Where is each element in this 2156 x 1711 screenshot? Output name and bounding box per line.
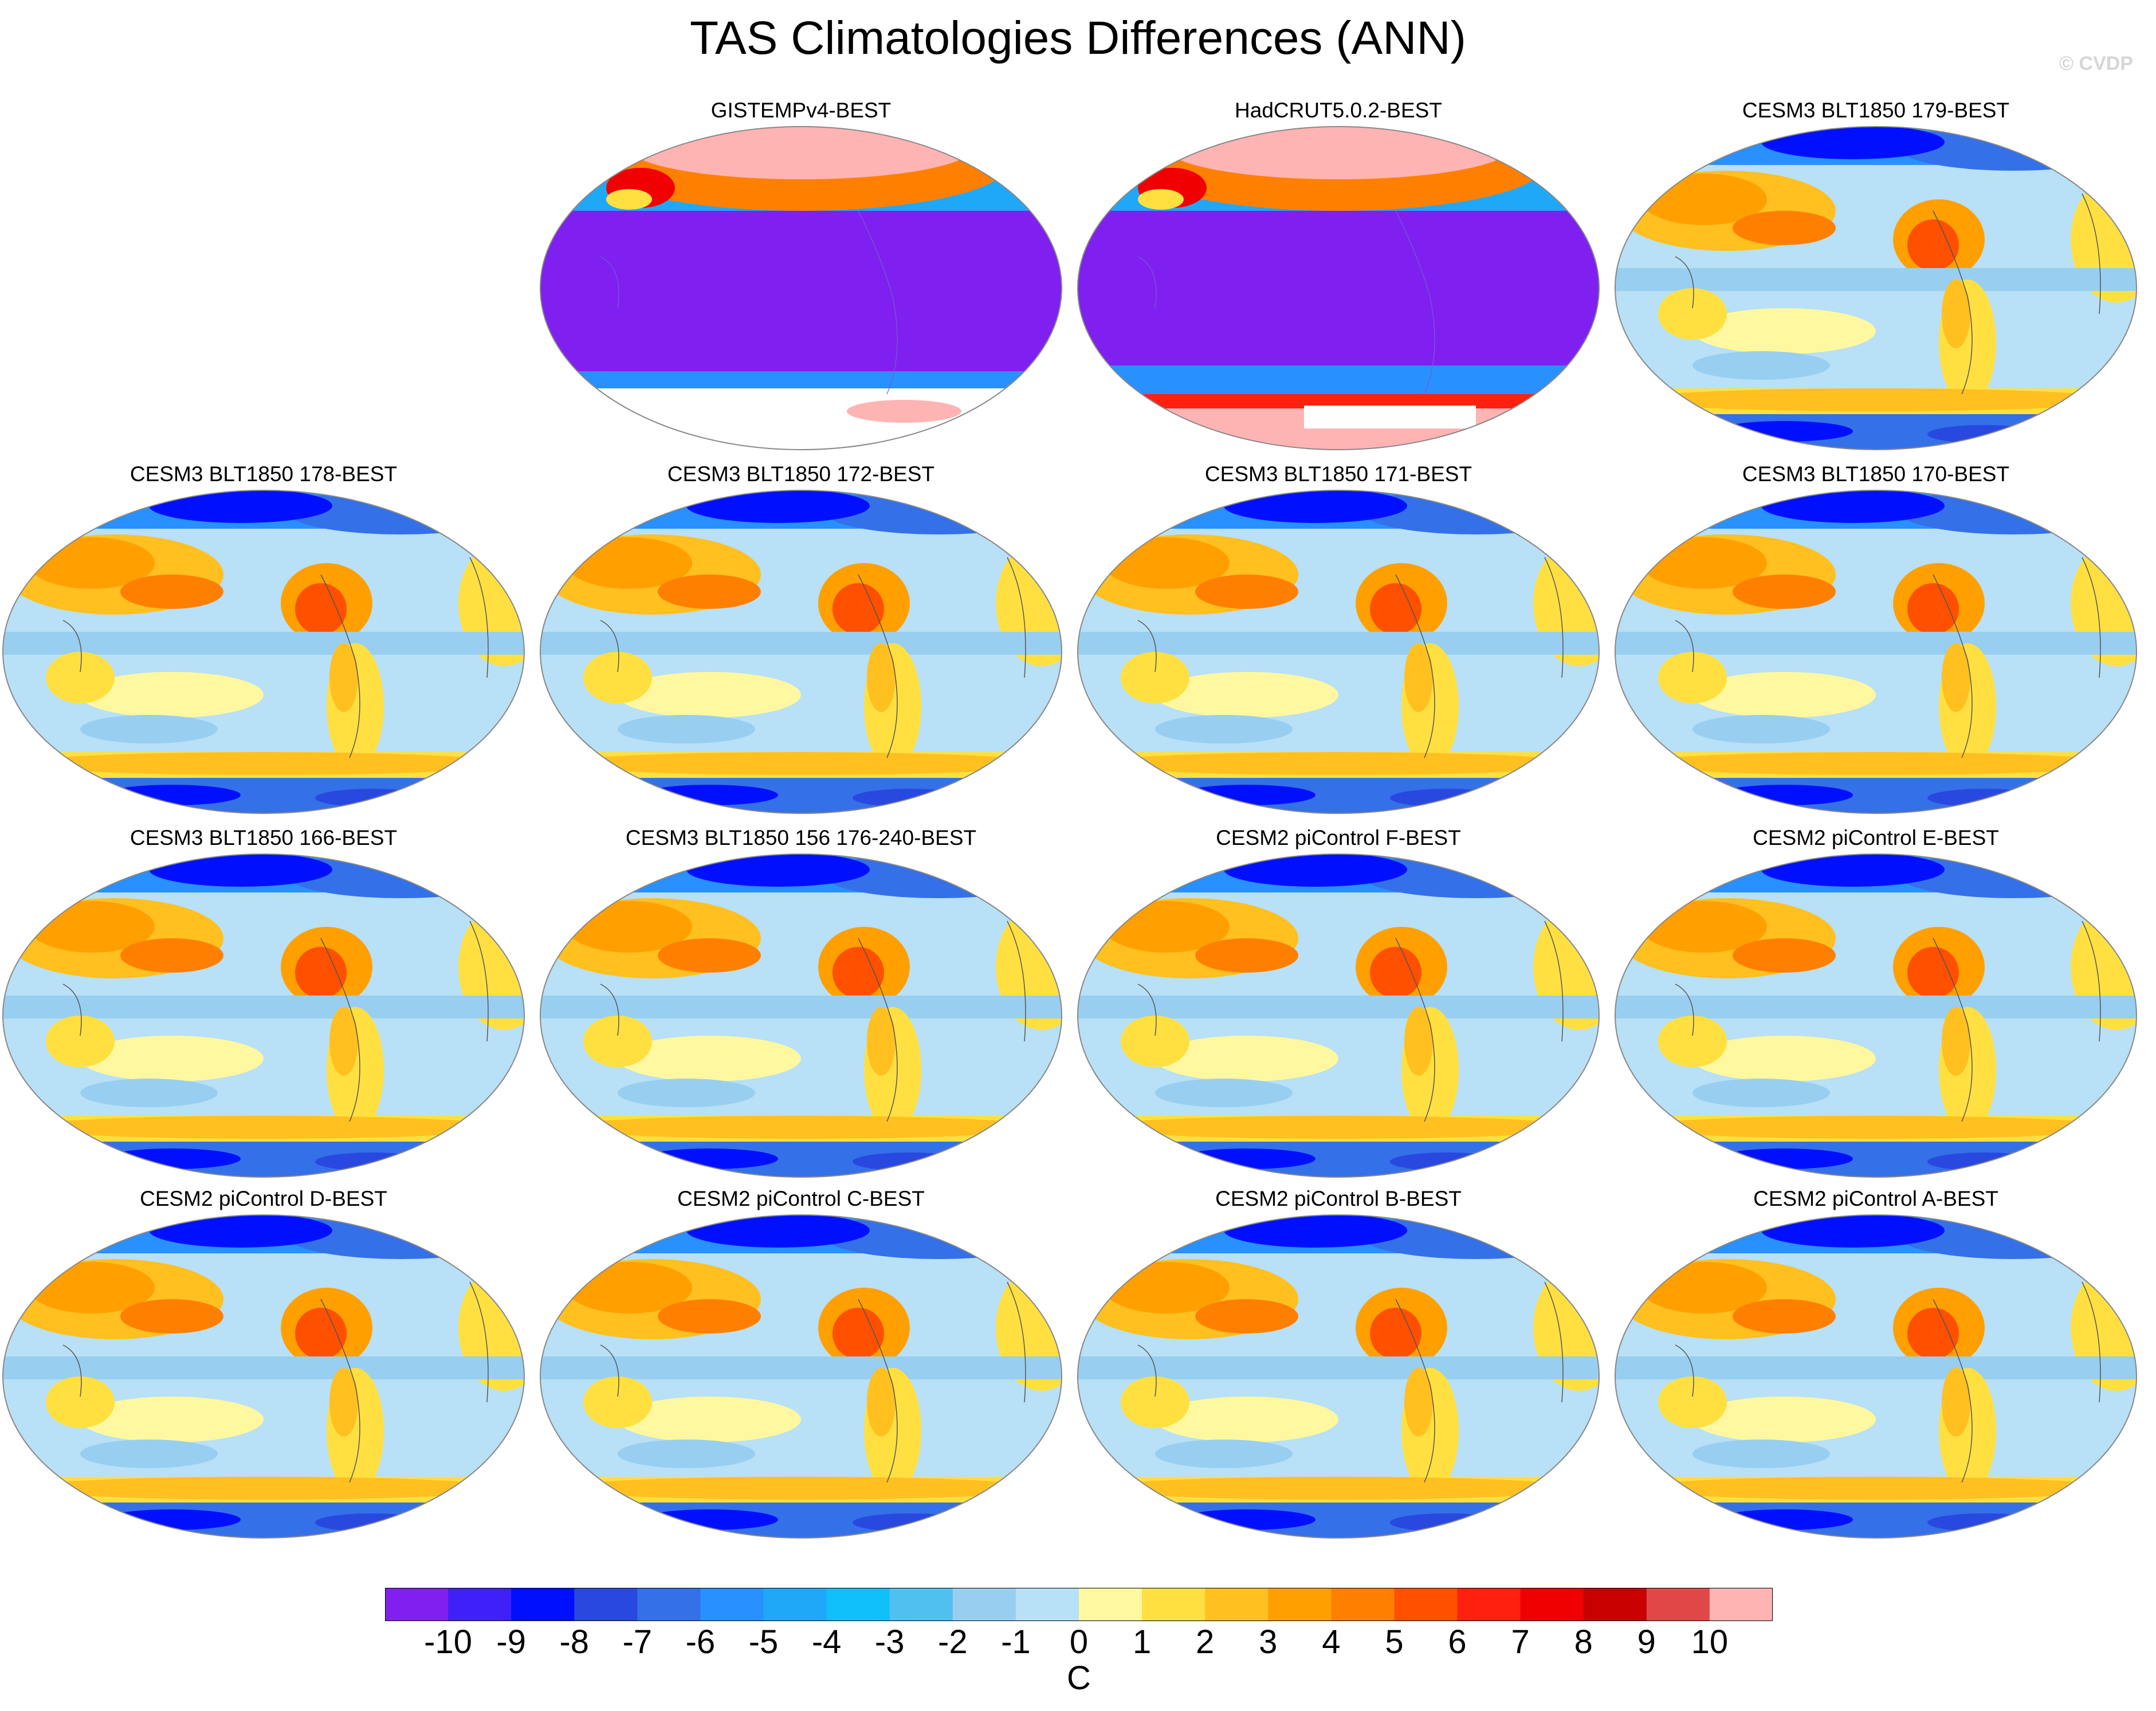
map-panel: CESM3 BLT1850 156 176-240-BEST bbox=[537, 825, 1065, 1180]
colorbar-tick-label: -9 bbox=[496, 1623, 526, 1661]
colorbar-swatch bbox=[700, 1588, 764, 1621]
colorbar-tick-label: 9 bbox=[1637, 1623, 1656, 1661]
colorbar-tick-label: 0 bbox=[1069, 1623, 1089, 1661]
colorbar-swatch bbox=[511, 1588, 575, 1621]
panel-title: CESM2 piControl E-BEST bbox=[1753, 826, 1999, 849]
colorbar-tick-label: 1 bbox=[1132, 1623, 1152, 1661]
colorbar-tick-label: 10 bbox=[1691, 1623, 1729, 1661]
map-panel: CESM2 piControl D-BEST bbox=[0, 1186, 527, 1541]
panel-title: CESM2 piControl A-BEST bbox=[1753, 1187, 1998, 1210]
colorbar-swatch bbox=[889, 1588, 953, 1621]
panel-title: CESM2 piControl C-BEST bbox=[677, 1187, 925, 1210]
colorbar-swatch bbox=[637, 1588, 701, 1621]
colorbar-tick-label: -7 bbox=[622, 1623, 653, 1661]
colorbar bbox=[385, 1588, 1773, 1621]
colorbar-swatch bbox=[763, 1588, 827, 1621]
colorbar-swatch bbox=[1142, 1588, 1205, 1621]
colorbar-swatch bbox=[1268, 1588, 1332, 1621]
panel-title: CESM3 BLT1850 156 176-240-BEST bbox=[625, 826, 977, 849]
panel-title: GISTEMPv4-BEST bbox=[710, 99, 892, 122]
colorbar-swatch bbox=[385, 1588, 449, 1621]
colorbar-swatch bbox=[1646, 1588, 1710, 1621]
world-map bbox=[1077, 490, 1600, 814]
colorbar-tick-label: 6 bbox=[1448, 1623, 1467, 1661]
colorbar-swatch bbox=[448, 1588, 512, 1621]
colorbar-tick-label: -4 bbox=[811, 1623, 842, 1661]
colorbar-tick-label: 5 bbox=[1385, 1623, 1404, 1661]
map-panel: CESM3 BLT1850 171-BEST bbox=[1075, 461, 1602, 816]
panel-title: CESM2 piControl F-BEST bbox=[1216, 826, 1461, 849]
colorbar-swatch bbox=[1520, 1588, 1584, 1621]
colorbar-swatch bbox=[1394, 1588, 1458, 1621]
world-map bbox=[1615, 853, 2137, 1178]
colorbar-tick-label: -2 bbox=[938, 1623, 968, 1661]
panel-title: CESM3 BLT1850 171-BEST bbox=[1204, 462, 1472, 486]
panel-title: CESM3 BLT1850 179-BEST bbox=[1742, 99, 2010, 122]
panel-title: CESM2 piControl D-BEST bbox=[140, 1187, 387, 1210]
map-panel: CESM2 piControl A-BEST bbox=[1612, 1186, 2139, 1541]
world-map bbox=[1077, 853, 1600, 1178]
world-map bbox=[2, 853, 525, 1178]
colorbar-tick-label: 3 bbox=[1259, 1623, 1278, 1661]
colorbar-swatch bbox=[1331, 1588, 1395, 1621]
panel-title: CESM3 BLT1850 166-BEST bbox=[129, 826, 398, 849]
colorbar-swatch bbox=[574, 1588, 638, 1621]
map-panel: CESM2 piControl E-BEST bbox=[1612, 825, 2139, 1180]
colorbar-tick-label: -6 bbox=[685, 1623, 716, 1661]
colorbar-swatch bbox=[1583, 1588, 1647, 1621]
colorbar-swatch bbox=[1205, 1588, 1269, 1621]
colorbar-tick-label: 2 bbox=[1196, 1623, 1215, 1661]
watermark: © CVDP bbox=[2059, 53, 2133, 74]
map-panel: CESM2 piControl C-BEST bbox=[537, 1186, 1065, 1541]
map-panel: CESM2 piControl B-BEST bbox=[1075, 1186, 1602, 1541]
colorbar-swatch bbox=[1709, 1588, 1773, 1621]
map-panel: CESM3 BLT1850 170-BEST bbox=[1612, 461, 2139, 816]
world-map bbox=[1615, 126, 2137, 450]
colorbar-tick-label: 4 bbox=[1322, 1623, 1341, 1661]
world-map bbox=[1077, 126, 1600, 450]
colorbar-swatch bbox=[1079, 1588, 1142, 1621]
colorbar-swatch bbox=[1015, 1588, 1079, 1621]
figure-title: TAS Climatologies Differences (ANN) bbox=[690, 12, 1466, 64]
colorbar-tick-label: -10 bbox=[424, 1623, 472, 1661]
colorbar-units: C bbox=[1067, 1659, 1091, 1697]
map-panel: GISTEMPv4-BEST bbox=[537, 97, 1065, 453]
panel-title: CESM3 BLT1850 178-BEST bbox=[129, 462, 398, 486]
map-panel: CESM3 BLT1850 178-BEST bbox=[0, 461, 527, 816]
colorbar-tick-label: -5 bbox=[748, 1623, 779, 1661]
world-map bbox=[1615, 490, 2137, 814]
colorbar-tick-label: 7 bbox=[1511, 1623, 1530, 1661]
colorbar-swatch bbox=[952, 1588, 1016, 1621]
map-panel: HadCRUT5.0.2-BEST bbox=[1075, 97, 1602, 453]
world-map bbox=[540, 853, 1062, 1178]
world-map bbox=[1077, 1214, 1600, 1539]
world-map bbox=[2, 1214, 525, 1539]
world-map bbox=[540, 126, 1062, 450]
panel-title: CESM3 BLT1850 170-BEST bbox=[1742, 462, 2010, 486]
colorbar-swatch bbox=[1457, 1588, 1521, 1621]
world-map bbox=[540, 490, 1062, 814]
map-panel: CESM2 piControl F-BEST bbox=[1075, 825, 1602, 1180]
colorbar-tick-label: 8 bbox=[1574, 1623, 1593, 1661]
world-map bbox=[540, 1214, 1062, 1539]
colorbar-tick-label: -8 bbox=[559, 1623, 590, 1661]
map-panel: CESM3 BLT1850 179-BEST bbox=[1612, 97, 2139, 453]
map-panel: CESM3 BLT1850 166-BEST bbox=[0, 825, 527, 1180]
world-map bbox=[2, 490, 525, 814]
colorbar-tick-label: -3 bbox=[874, 1623, 905, 1661]
panel-title: CESM2 piControl B-BEST bbox=[1215, 1187, 1462, 1210]
colorbar-swatch bbox=[826, 1588, 890, 1621]
panel-title: CESM3 BLT1850 172-BEST bbox=[667, 462, 935, 486]
world-map bbox=[1615, 1214, 2137, 1539]
map-panel: CESM3 BLT1850 172-BEST bbox=[537, 461, 1065, 816]
colorbar-tick-label: -1 bbox=[1001, 1623, 1031, 1661]
panel-title: HadCRUT5.0.2-BEST bbox=[1235, 99, 1442, 122]
